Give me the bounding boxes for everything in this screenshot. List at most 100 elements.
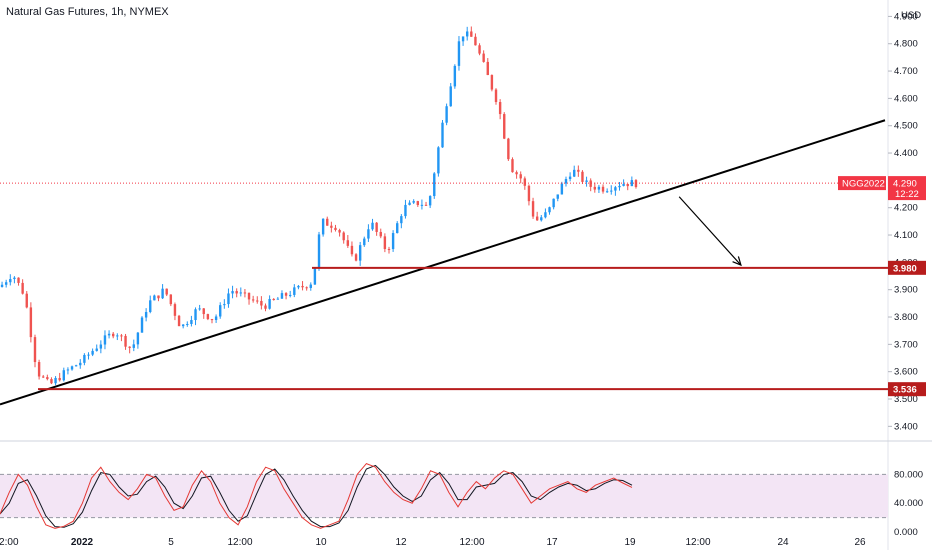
candle-body <box>128 346 131 348</box>
candle-body <box>260 300 263 306</box>
candle-body <box>552 198 555 208</box>
level-3536-tag: 3.536 <box>893 385 917 396</box>
drawing-overlays[interactable]: NGG2022 <box>0 119 888 406</box>
candle-body <box>573 169 576 177</box>
candle-body <box>317 234 321 268</box>
candle-body <box>396 223 399 234</box>
candle-body <box>21 282 24 294</box>
candle-body <box>33 337 37 363</box>
candle-body <box>379 231 382 237</box>
candle-body <box>190 320 193 324</box>
candle-body <box>597 186 601 190</box>
candle-body <box>515 172 518 175</box>
candle-body <box>321 218 325 235</box>
candle-body <box>202 308 205 315</box>
candle-body <box>4 282 8 285</box>
time-tick-label: 12:00 <box>227 537 252 548</box>
candle-body <box>535 216 539 221</box>
trendline <box>0 119 886 406</box>
candle-body <box>116 335 119 337</box>
price-tick-label: 4.400 <box>894 148 918 159</box>
candle-body <box>503 114 506 139</box>
time-tick-label: 24 <box>777 537 789 548</box>
candle-body <box>519 174 522 179</box>
candle-body <box>342 232 345 241</box>
candle-body <box>605 191 609 193</box>
candle-body <box>564 179 568 184</box>
candle-body <box>457 41 461 66</box>
candle-body <box>367 229 370 239</box>
stochastic-band <box>0 474 888 518</box>
price-tick-label: 4.900 <box>894 11 918 22</box>
candle-body <box>87 354 90 356</box>
candle-body <box>272 298 275 300</box>
time-tick-label: 19 <box>624 537 636 548</box>
candle-body <box>247 292 251 300</box>
candle-body <box>206 314 210 320</box>
candle-body <box>165 288 168 295</box>
candle-body <box>107 333 111 336</box>
candle-body <box>391 233 395 250</box>
price-axis[interactable]: 4.9004.8004.7004.6004.5004.4004.3004.200… <box>888 11 926 538</box>
candle-body <box>482 53 485 62</box>
candle-body <box>231 291 234 294</box>
candle-body <box>70 366 74 370</box>
candle-body <box>634 180 638 188</box>
candle-body <box>412 201 415 203</box>
candle-body <box>585 180 588 182</box>
candle-body <box>251 299 255 301</box>
candle-body <box>37 362 41 377</box>
candle-body <box>309 284 312 288</box>
candle-body <box>478 45 481 54</box>
candle-body <box>25 293 28 308</box>
candle-body <box>531 201 535 217</box>
candle-body <box>424 204 428 206</box>
candle-body <box>486 61 489 76</box>
candle-body <box>157 295 160 299</box>
candle-body <box>420 204 424 206</box>
symbol-tag: NGG2022 <box>842 179 885 190</box>
time-tick-label: 12 <box>395 537 407 548</box>
candle-body <box>445 106 448 123</box>
price-tick-label: 3.400 <box>894 421 918 432</box>
candle-body <box>223 304 226 306</box>
candle-body <box>256 300 259 302</box>
candle-body <box>363 238 366 246</box>
stochastic-tick-label: 40.000 <box>894 498 923 509</box>
candle-body <box>227 293 230 305</box>
candle-body <box>284 293 288 296</box>
candle-body <box>103 335 107 345</box>
candle-body <box>354 254 358 261</box>
candle-body <box>214 316 218 320</box>
projection-arrow-head <box>732 256 742 267</box>
candle-body <box>194 309 197 321</box>
candle-body <box>297 285 300 288</box>
candle-body <box>181 324 185 327</box>
candle-body <box>120 335 123 337</box>
candle-body <box>62 370 66 381</box>
candle-body <box>527 185 531 202</box>
candle-body <box>375 222 378 232</box>
candlestick-series <box>0 26 638 386</box>
stochastic-pane <box>0 463 888 529</box>
time-tick-label: 12:00 <box>0 537 19 548</box>
candle-body <box>630 180 634 187</box>
time-tick-label: 17 <box>546 537 558 548</box>
last-price-tag: 4.290 <box>893 179 917 190</box>
candle-body <box>622 183 625 186</box>
level-3980-tag: 3.980 <box>893 263 917 274</box>
candle-body <box>358 245 362 261</box>
symbol-tag-bg <box>838 176 886 191</box>
candle-body <box>91 350 94 355</box>
projection-arrow <box>678 196 742 266</box>
price-tick-label: 3.600 <box>894 367 918 378</box>
candle-body <box>560 183 564 195</box>
candle-body <box>17 277 20 283</box>
candle-body <box>268 298 271 309</box>
candle-body <box>371 222 374 230</box>
currency-label: USD <box>901 10 921 21</box>
candle-body <box>441 122 444 148</box>
candle-body <box>13 277 16 280</box>
time-axis[interactable]: 12:00 2022 5 12:00 10 12 12:00 17 19 12:00 24 26 <box>0 537 866 548</box>
